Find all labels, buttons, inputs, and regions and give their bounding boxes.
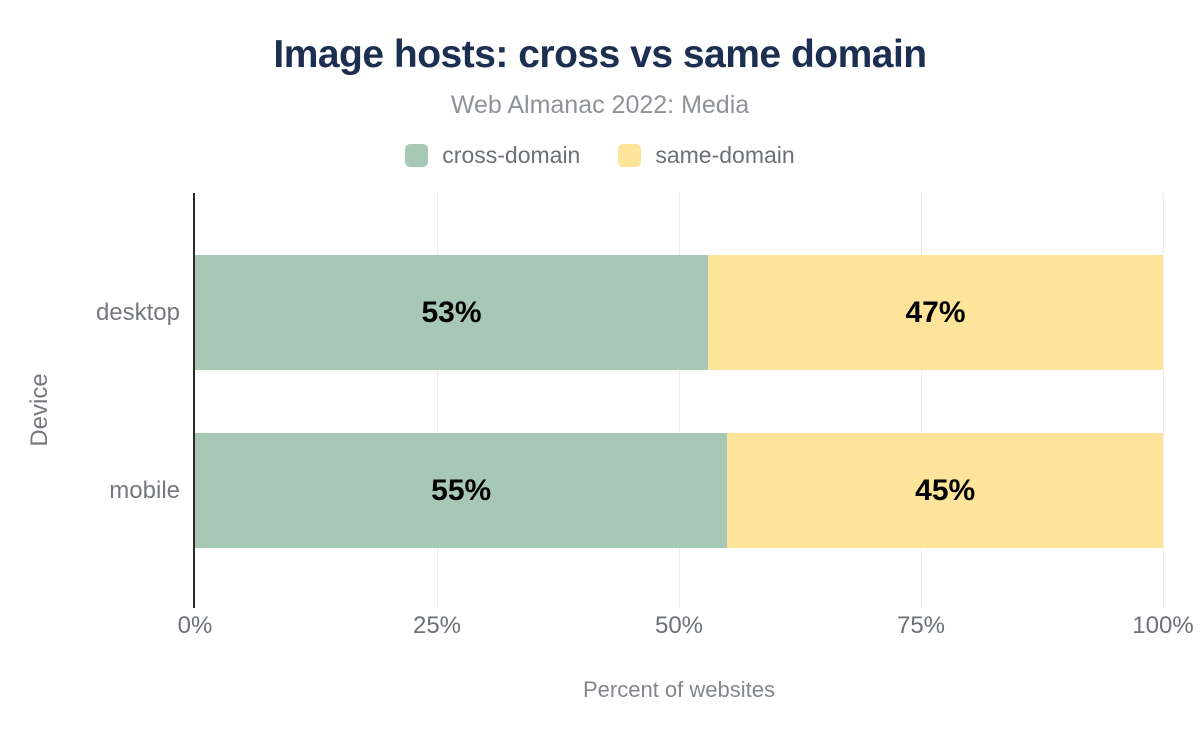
category-label-mobile: mobile [109,476,180,504]
chart-subtitle: Web Almanac 2022: Media [450,91,750,119]
bar-segment-desktop-cross-domain: 53% [195,255,709,370]
x-tick-label: 50% [654,612,704,639]
bar-value-label: 47% [905,295,966,329]
legend-item-same-domain: same-domain [618,142,795,169]
bar-segment-mobile-cross-domain: 55% [195,433,728,548]
bar-value-label: 53% [421,295,482,329]
x-tick-label: 25% [412,612,462,639]
legend-swatch-same-domain [618,144,642,167]
legend-label: same-domain [655,142,795,168]
x-axis-title: Percent of websites [583,677,775,702]
bar-segment-desktop-same-domain: 47% [708,255,1163,370]
gridline-25% [437,193,438,608]
bar-row-desktop: 53% 47% [195,255,1163,370]
x-tick-label: 75% [896,612,946,639]
legend: cross-domain same-domain [0,142,1200,169]
legend-label: cross-domain [442,142,581,168]
category-label-desktop: desktop [95,298,180,326]
y-axis-line [193,193,195,608]
plot-area: 53% 47% 55% 45% [193,193,1164,608]
gridline-75% [921,193,922,608]
bar-value-label: 45% [915,473,976,507]
gridline-50% [679,193,680,608]
legend-item-cross-domain: cross-domain [405,142,580,169]
bar-row-mobile: 55% 45% [195,433,1163,548]
y-axis-title: Device [26,373,53,447]
x-tick-label: 100% [1132,612,1194,639]
gridline-100% [1163,193,1164,608]
x-tick-label: 0% [177,612,213,639]
legend-swatch-cross-domain [405,144,429,167]
bar-segment-mobile-same-domain: 45% [727,433,1163,548]
chart-title: Image hosts: cross vs same domain [273,33,927,76]
bar-value-label: 55% [431,473,492,507]
